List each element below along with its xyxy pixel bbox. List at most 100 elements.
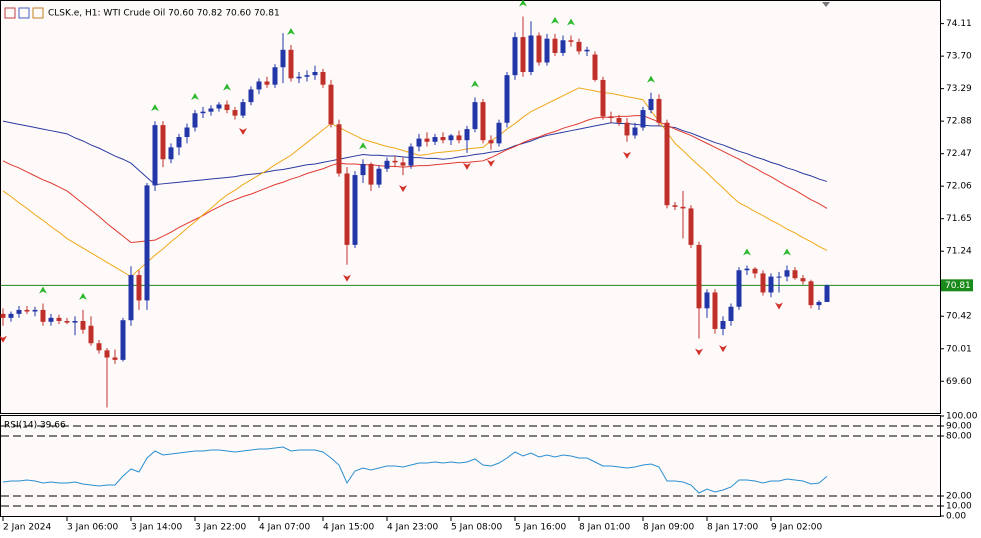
y-tick-label: 74.11 [946, 19, 972, 29]
candle-body [216, 104, 222, 109]
candle-body [680, 206, 686, 209]
candle-body [648, 98, 654, 111]
candle-body [56, 317, 62, 322]
icon [4, 7, 16, 19]
y-tick-label: 71.24 [946, 247, 972, 257]
arrow-down [239, 127, 247, 135]
candle-body [472, 102, 478, 130]
y-tick-label: 70.42 [946, 312, 972, 322]
candle-body [16, 309, 22, 314]
arrow-down [775, 302, 783, 310]
candle-body [792, 270, 798, 279]
candle-body [440, 137, 446, 141]
candle-body [192, 113, 198, 128]
candle-body [664, 122, 670, 206]
candle-body [816, 301, 822, 306]
rsi-tick-label: 80.00 [946, 432, 972, 442]
candle-body [104, 350, 110, 358]
candle-body [344, 173, 350, 245]
arrow-up [79, 292, 87, 300]
candle-body [360, 163, 366, 176]
candle-body [744, 268, 750, 271]
indicator-label: RSI(14) 39.66 [4, 421, 66, 431]
candle-body [80, 321, 86, 330]
rsi-tick-label: 0.00 [946, 512, 966, 522]
rsi-tick-label: 10.00 [946, 502, 972, 512]
x-tick-label: 4 Jan 23:00 [387, 523, 439, 533]
arrow-up [567, 18, 575, 26]
last-price-label: 70.81 [945, 281, 971, 291]
candle-body [416, 138, 422, 147]
candle-body [720, 321, 726, 329]
candle-body [392, 160, 398, 163]
candle-body [504, 75, 510, 123]
arrow-down [719, 345, 727, 353]
candle-body [824, 285, 830, 302]
candle-body [200, 111, 206, 114]
symbol-icons [4, 7, 44, 19]
candle-body [248, 89, 254, 103]
candle-body [464, 129, 470, 141]
rsi-tick-label: 100.00 [946, 412, 978, 422]
candle-body [544, 38, 550, 63]
candle-body [88, 325, 94, 344]
arrow-down [343, 274, 351, 282]
rsi-panel [0, 415, 941, 517]
candle-body [384, 160, 390, 169]
arrow-down [0, 335, 7, 343]
candle-body [552, 38, 558, 53]
arrow-up [39, 286, 47, 294]
candle-body [288, 49, 294, 79]
y-tick-label: 73.29 [946, 84, 972, 94]
x-tick-label: 4 Jan 15:00 [323, 523, 375, 533]
y-tick-label: 71.65 [946, 214, 972, 224]
candle-body [616, 117, 622, 123]
x-tick-label: 3 Jan 14:00 [131, 523, 183, 533]
rsi-tick-label: 90.00 [946, 422, 972, 432]
candle-body [120, 320, 126, 360]
candle-body [688, 208, 694, 245]
x-tick-label: 4 Jan 07:00 [259, 523, 311, 533]
candle-body [368, 163, 374, 185]
x-tick-label: 2 Jan 2024 [3, 523, 51, 533]
candle-body [704, 292, 710, 309]
candle-body [40, 309, 46, 322]
candle-body [800, 278, 806, 282]
arrow-up [223, 83, 231, 91]
candle-body [728, 306, 734, 322]
y-tick-label: 72.06 [946, 182, 972, 192]
candle-body [280, 49, 286, 68]
candle-body [0, 313, 6, 318]
candle-body [536, 35, 542, 63]
candle-body [488, 140, 494, 144]
candle-body [48, 317, 54, 322]
rsi-tick-label: 20.00 [946, 492, 972, 502]
last-price-box [941, 279, 973, 292]
candle-body [136, 275, 142, 301]
arrow-down [463, 162, 471, 170]
candle-body [264, 81, 270, 85]
arrow-up [359, 142, 367, 150]
candle-body [640, 110, 646, 128]
candle-body [256, 81, 262, 90]
candle-body [776, 276, 782, 278]
shift-marker [822, 2, 830, 7]
price-panel [0, 0, 941, 414]
arrow-up [783, 248, 791, 256]
moving-average [2, 87, 828, 278]
candle-body [712, 292, 718, 329]
candle-body [144, 185, 150, 301]
candle-body [328, 84, 334, 125]
moving-average [2, 120, 828, 186]
y-tick-label: 69.60 [946, 377, 972, 387]
candle-body [112, 357, 118, 360]
candle-body [432, 137, 438, 142]
candle-body [168, 147, 174, 160]
candle-body [72, 321, 78, 323]
candle-body [312, 71, 318, 76]
candle-body [576, 41, 582, 52]
candle-body [336, 124, 342, 174]
candle-body [568, 40, 574, 42]
candle-body [560, 40, 566, 53]
